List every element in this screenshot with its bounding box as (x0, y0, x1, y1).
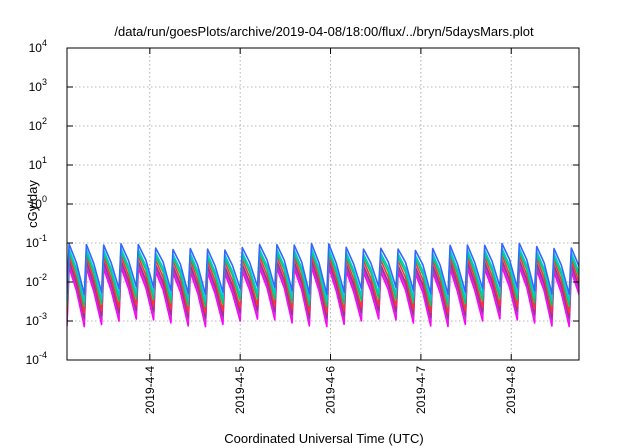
y-tick-label: 101 (29, 155, 47, 172)
x-axis: 2019-4-4 2019-4-5 2019-4-6 2019-4-7 2019-4-8 (143, 48, 518, 414)
x-tick-label: 2019-4-4 (143, 366, 157, 414)
series-line (67, 242, 579, 296)
series-lines (67, 242, 579, 328)
x-tick-label: 2019-4-7 (414, 366, 428, 414)
chart-title: /data/run/goesPlots/archive/2019-04-08/1… (114, 24, 534, 39)
x-tick-label: 2019-4-5 (233, 366, 247, 414)
x-tick-label: 2019-4-8 (504, 366, 518, 414)
y-tick-label: 103 (29, 77, 47, 94)
x-axis-label: Coordinated Universal Time (UTC) (224, 431, 423, 446)
y-tick-label: 102 (29, 116, 47, 133)
y-tick-label: 104 (29, 38, 47, 55)
y-axis-label: cGy/day (25, 180, 40, 228)
y-tick-label: 10-4 (26, 350, 47, 367)
y-tick-label: 10-2 (26, 272, 47, 289)
y-tick-label: 10-3 (26, 311, 47, 328)
y-tick-label: 10-1 (26, 233, 47, 250)
grid-lines (67, 48, 579, 360)
x-tick-label: 2019-4-6 (324, 366, 338, 414)
